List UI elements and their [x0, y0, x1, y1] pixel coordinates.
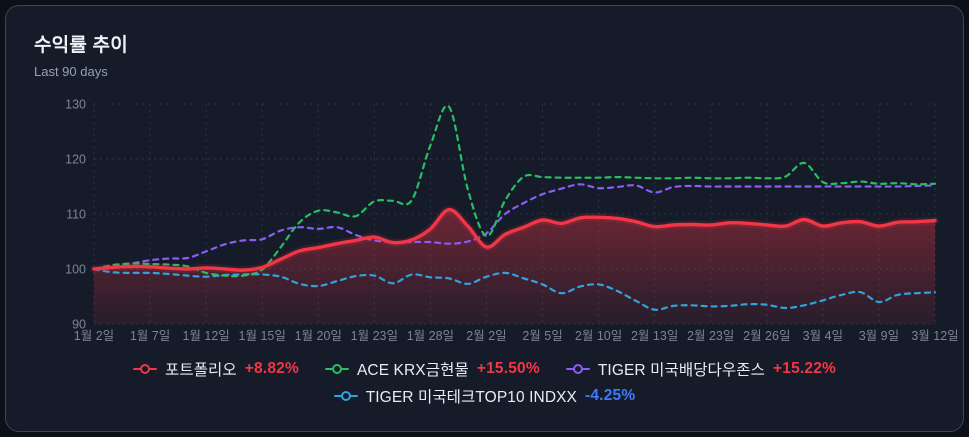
x-axis-tick-label: 2월 10일	[575, 329, 622, 343]
x-axis-tick-label: 1월 28일	[407, 329, 454, 343]
x-axis-tick-label: 3월 4일	[803, 329, 843, 343]
series-line-ace-krx-gold	[92, 104, 937, 278]
legend-row: TIGER 미국테크TOP10 INDXX -4.25%	[333, 385, 636, 407]
legend-series-change: +15.50%	[476, 360, 540, 377]
legend-series-name: ACE KRX금현물	[356, 362, 469, 379]
x-axis-tick-label: 3월 9일	[859, 329, 899, 343]
legend-item-ace-krx-gold[interactable]: ACE KRX금현물 +15.50%	[324, 358, 540, 380]
legend-row: 포트폴리오 +8.82% ACE KRX금현물 +15.50% TIGER 미국배당다우…	[132, 358, 837, 380]
x-axis-tick-label: 1월 23일	[351, 329, 398, 343]
x-axis-tick-label: 3월 12일	[911, 329, 958, 343]
legend-item-portfolio[interactable]: 포트폴리오 +8.82%	[132, 358, 299, 380]
x-axis-tick-label: 1월 20일	[295, 329, 342, 343]
legend-series-change: +15.22%	[773, 360, 837, 377]
series-line-tiger-us-tech-top10	[92, 267, 937, 311]
card-title: 수익률 추이	[34, 35, 128, 56]
card-subtitle: Last 90 days	[34, 64, 108, 79]
x-axis-tick-label: 2월 26일	[743, 329, 790, 343]
returns-trend-card: 수익률 추이 Last 90 days 90 100 110 120 130 1월 2일 1…	[5, 5, 964, 432]
series-line-tiger-us-dividend-dow	[92, 183, 937, 271]
x-axis-tick-label: 1월 7일	[130, 329, 170, 343]
legend-line-circle-icon	[132, 364, 157, 374]
x-axis-tick-label: 2월 5일	[522, 329, 562, 343]
legend-series-name: 포트폴리오	[164, 362, 237, 379]
y-axis-tick-label: 110	[66, 208, 86, 222]
legend-series-name: TIGER 미국배당다우존스	[597, 362, 765, 379]
legend-series-change: +8.82%	[244, 360, 299, 377]
legend-item-tiger-us-dividend-dow[interactable]: TIGER 미국배당다우존스 +15.22%	[565, 358, 837, 380]
legend-series-change: -4.25%	[585, 387, 636, 404]
y-axis-tick-label: 90	[72, 318, 86, 332]
y-axis-tick-label: 120	[65, 153, 86, 167]
x-axis-tick-label: 1월 15일	[239, 329, 286, 343]
y-axis-tick-label: 130	[65, 98, 86, 112]
legend-item-tiger-us-tech-top10[interactable]: TIGER 미국테크TOP10 INDXX -4.25%	[333, 385, 636, 407]
x-axis-tick-label: 2월 2일	[466, 329, 506, 343]
returns-line-chart[interactable]: 90 100 110 120 130 1월 2일 1월 7일 1월 12일 1월 15일 1월 2…	[6, 6, 969, 437]
series-line-portfolio	[92, 207, 937, 272]
x-axis-tick-label: 1월 2일	[74, 329, 114, 343]
legend-line-circle-icon	[333, 391, 358, 401]
x-axis-tick-label: 1월 12일	[182, 329, 229, 343]
chart-legend: 포트폴리오 +8.82% ACE KRX금현물 +15.50% TIGER 미국배당다우…	[6, 358, 963, 407]
y-axis-tick-label: 100	[65, 263, 86, 277]
x-axis-tick-label: 2월 23일	[687, 329, 734, 343]
portfolio-area-fill	[94, 209, 935, 324]
legend-line-circle-icon	[324, 364, 349, 374]
card-header: 수익률 추이 Last 90 days	[34, 30, 128, 79]
legend-series-name: TIGER 미국테크TOP10 INDXX	[365, 389, 577, 406]
x-axis-tick-label: 2월 13일	[631, 329, 678, 343]
legend-line-circle-icon	[565, 364, 590, 374]
